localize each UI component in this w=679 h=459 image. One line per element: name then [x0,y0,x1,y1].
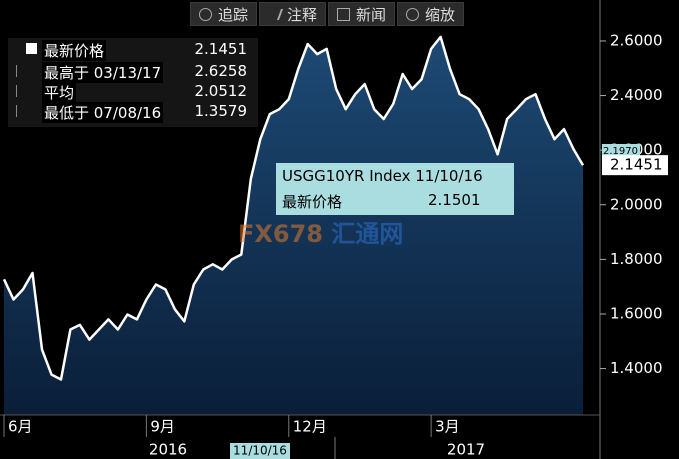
legend-row: 最低于 07/08/16 1.3579 [8,102,253,123]
x-tick-label: 6月 [8,418,33,436]
legend: 最新价格 2.1451 最高于 03/13/17 2.6258 平均 2.0512 最… [8,38,258,127]
legend-row: 平均 2.0512 [8,82,253,103]
marker-label: 2.1970 [603,146,638,157]
legend-swatch [26,43,37,54]
selected-date: 11/10/16 [233,444,287,458]
y-tick-label: 2.0000 [610,195,663,213]
x-tick-label: 12月 [293,418,327,436]
marker-box [602,143,640,157]
value-marker: 2.1970 [602,143,640,157]
tooltip-value: 2.1501 [428,191,481,209]
button-label: 注释 [287,5,318,24]
legend-value: 2.0512 [194,82,248,100]
marker-label: 2.1451 [610,156,663,174]
legend-label: 平均 [42,82,77,103]
marker-box [602,155,668,176]
tooltip: USGG10YR Index 11/10/16 最新价格 2.1501 [276,163,514,215]
tooltip-label: 最新价格 [282,193,343,211]
legend-label: 最低于 07/08/16 [42,102,164,123]
icon [199,7,212,21]
icon [266,8,284,20]
toolbar: 追踪 注释 新闻 缩放 [190,2,465,26]
legend-value: 2.6258 [194,62,248,80]
selected-date-box [230,443,290,459]
area [4,36,583,416]
watermark-text: 汇通网 [331,220,404,248]
y-tick-label: 2.6000 [610,31,663,49]
watermark-text: FX678 [238,220,323,248]
year-label: 2017 [447,441,485,459]
legend-row: 最新价格 2.1451 [8,40,253,61]
y-tick-label: 1.4000 [610,359,663,377]
toolbar-button[interactable]: 追踪 [190,2,258,26]
toolbar-button[interactable]: 注释 [259,2,327,26]
legend-row: 最高于 03/13/17 2.6258 [8,62,253,83]
year-label: 2016 [149,441,187,459]
button-label: 缩放 [425,5,456,24]
value-marker: 2.1451 [602,155,668,176]
y-tick-label: 1.8000 [610,250,663,268]
legend-label: 最新价格 [42,40,107,61]
x-tick-label: 9月 [150,418,175,436]
watermark: FX678 汇通网 [238,214,403,249]
legend-label: 最高于 03/13/17 [42,62,164,83]
toolbar-button[interactable]: 缩放 [397,2,465,26]
legend-value: 1.3579 [194,102,248,120]
icon [406,7,420,21]
tooltip-title: USGG10YR Index 11/10/16 [282,167,483,185]
y-tick-label: 2.4000 [610,86,663,104]
y-tick-label: 1.6000 [610,304,663,322]
button-label: 追踪 [218,5,249,24]
line [2,35,585,381]
x-tick-label: 3月 [435,418,460,436]
legend-value: 2.1451 [194,40,248,58]
button-label: 新闻 [356,5,387,24]
toolbar-button[interactable]: 新闻 [328,2,396,26]
icon [337,7,351,21]
